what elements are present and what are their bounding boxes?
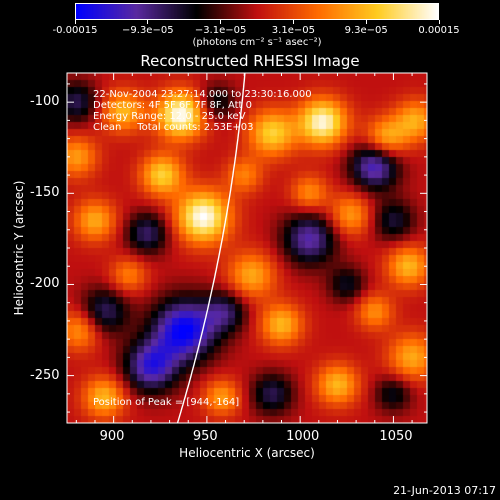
x-axis-label: Heliocentric X (arcsec)	[179, 446, 315, 460]
y-tick-label: -200	[30, 276, 60, 292]
colorbar-tick	[365, 20, 367, 24]
colorbar-tick-label: −9.3e−05	[122, 25, 174, 36]
colorbar-tick-label: 3.1e−05	[271, 25, 315, 36]
x-tick-label: 1000	[286, 429, 320, 444]
colorbar-tick	[438, 20, 440, 24]
colorbar-tick-label: 0.00015	[418, 25, 460, 36]
heatmap-image	[67, 73, 427, 423]
info-peak: Position of Peak = [944,-164]	[93, 397, 240, 408]
info-time: 22-Nov-2004 23:27:14.000 to 23:30:16.000	[93, 89, 312, 100]
chart-title: Reconstructed RHESSI Image	[140, 52, 360, 70]
info-detectors: Detectors: 4F 5F 6F 7F 8F, Att 0	[93, 100, 253, 111]
info-clean: Clean Total counts: 2.53E+03	[93, 122, 254, 133]
info-energy: Energy Range: 12.0 - 25.0 keV	[93, 111, 246, 122]
colorbar-unit: (photons cm⁻² s⁻¹ asec⁻²)	[192, 37, 322, 48]
y-axis-label: Heliocentric Y (arcsec)	[12, 180, 26, 316]
y-tick-label: -100	[30, 94, 60, 110]
colorbar-tick	[292, 20, 294, 24]
y-tick-label: -150	[30, 185, 60, 201]
timestamp: 21-Jun-2013 07:17	[393, 484, 496, 497]
y-tick-label: -250	[30, 367, 60, 383]
x-tick-label: 950	[192, 429, 218, 444]
solar-limb-line	[176, 72, 246, 424]
x-tick-label: 1050	[379, 429, 413, 444]
colorbar-tick	[220, 20, 222, 24]
colorbar-tick-label: 9.3e−05	[344, 25, 388, 36]
colorbar-tick	[147, 20, 149, 24]
colorbar-tick-label: -0.00015	[52, 25, 98, 36]
colorbar-tick	[74, 20, 76, 24]
colorbar-tick-label: −3.1e−05	[194, 25, 247, 36]
x-tick-label: 900	[99, 429, 125, 444]
colorbar	[75, 3, 439, 20]
